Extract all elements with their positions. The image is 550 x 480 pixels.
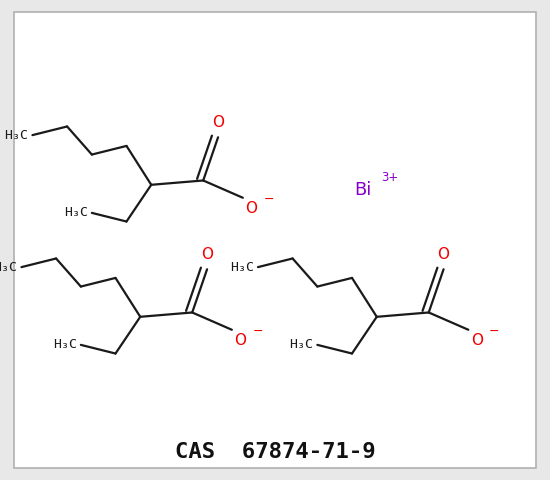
Text: H₃C: H₃C: [289, 338, 314, 351]
FancyBboxPatch shape: [14, 12, 536, 468]
Text: CAS  67874-71-9: CAS 67874-71-9: [175, 442, 375, 462]
Text: O: O: [201, 247, 213, 262]
Text: O: O: [234, 333, 246, 348]
Text: Bi: Bi: [355, 180, 372, 199]
Text: 3+: 3+: [381, 171, 398, 184]
Text: H₃C: H₃C: [230, 261, 254, 274]
Text: −: −: [252, 324, 263, 337]
Text: O: O: [212, 115, 224, 130]
Text: −: −: [489, 324, 499, 337]
Text: O: O: [471, 333, 483, 348]
Text: H₃C: H₃C: [4, 129, 29, 142]
Text: O: O: [245, 201, 257, 216]
Text: H₃C: H₃C: [0, 261, 18, 274]
Text: H₃C: H₃C: [64, 206, 88, 219]
Text: −: −: [263, 192, 274, 205]
Text: H₃C: H₃C: [53, 338, 77, 351]
Text: O: O: [438, 247, 449, 262]
